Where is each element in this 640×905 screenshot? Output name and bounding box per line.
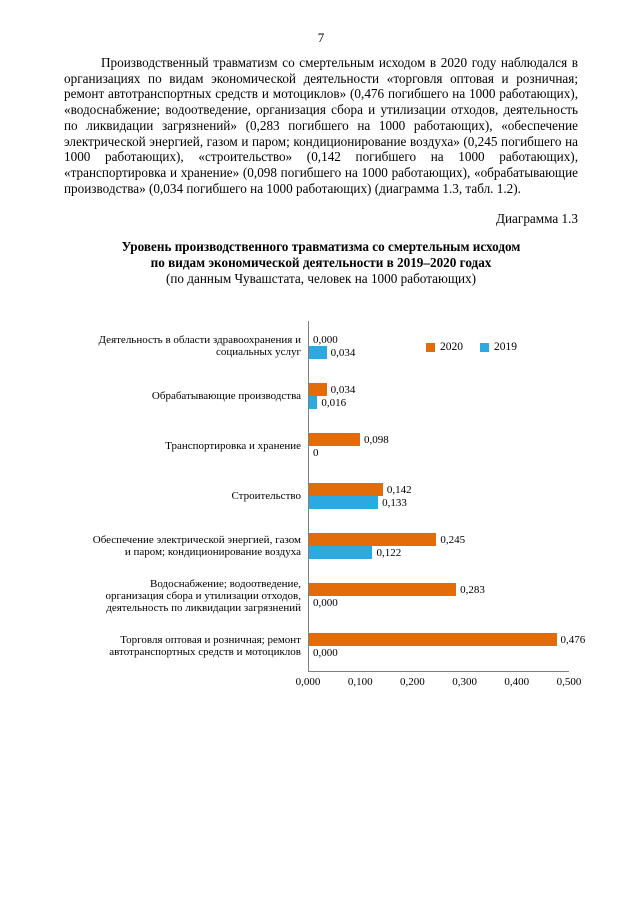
value-label: 0 [313, 446, 319, 459]
category-label: Обеспечение электрической энергией, газо… [92, 534, 301, 559]
legend-swatch-2020 [426, 342, 435, 352]
bar-2020 [309, 583, 457, 597]
bar-line-2019: 0,000 [309, 596, 569, 609]
bar-line-2020: 0,245 [309, 533, 569, 547]
chart-row: 0,000 0,034 [309, 321, 569, 371]
x-tick-label: 0,300 [452, 676, 477, 689]
bar-line-2019: 0,016 [309, 396, 569, 410]
chart-subtitle: (по данным Чувашстата, человек на 1000 р… [165, 271, 477, 287]
chart-row: 0,034 0,016 [309, 371, 569, 421]
x-tick-label: 0,400 [504, 676, 530, 689]
chart-row: 0,283 0,000 [309, 571, 569, 621]
bar-line-2019: 0,122 [309, 546, 569, 560]
legend-label-2019: 2019 [494, 341, 517, 354]
chart-title: Уровень производственного травматизма со… [64, 239, 578, 287]
bar-line-2020: 0,142 [309, 483, 569, 497]
category-labels-column: Деятельность в области здравоохранения и… [92, 321, 308, 672]
bar-line-2020: 0,476 [309, 633, 585, 647]
bar-2020 [309, 483, 383, 497]
bar-2020 [309, 383, 327, 397]
diagram-caption: Диаграмма 1.3 [496, 211, 578, 227]
bar-line-2019: 0,000 [309, 646, 569, 659]
x-axis: 0,000 0,100 0,200 0,300 0,400 0,500 [296, 672, 582, 690]
chart-row: 0,142 0,133 [309, 471, 569, 521]
bar-line-2019: 0 [309, 446, 569, 459]
x-tick-label: 0,500 [556, 676, 582, 689]
category-label: Транспортировка и хранение [165, 440, 301, 453]
value-label: 0,476 [560, 633, 586, 646]
value-label: 0,142 [386, 483, 412, 496]
chart-row: 0,476 0,000 [309, 621, 585, 671]
legend-label-2020: 2020 [440, 341, 463, 354]
category-label: Обрабатывающие производства [151, 390, 301, 403]
legend-swatch-2019 [480, 342, 489, 352]
value-label: 0,283 [460, 583, 485, 596]
category-label: Строительство [231, 490, 301, 503]
value-label: 0,000 [313, 596, 338, 609]
chart-legend: 2020 2019 [426, 341, 517, 353]
value-label: 0,122 [376, 546, 402, 559]
bar-2020 [309, 433, 360, 447]
bar-line-2020: 0,034 [309, 383, 569, 397]
plot-area: 2020 2019 0,000 0,034 0,034 0,016 0,098 0 0,14… [308, 321, 585, 673]
bar-line-2019: 0,133 [309, 496, 569, 510]
value-label: 0,098 [363, 433, 389, 446]
chart-title-line-2: по видам экономической деятельности в 20… [150, 255, 492, 271]
value-label: 0,000 [313, 646, 338, 659]
bar-2020 [309, 533, 437, 547]
category-label: Водоснабжение; водоотведение, организаци… [105, 578, 301, 615]
body-paragraph: Производственный травматизм со смертельн… [64, 55, 578, 196]
bar-2019 [309, 496, 379, 510]
bar-2019 [309, 396, 318, 410]
bar-2020 [309, 633, 557, 647]
chart-title-line-1: Уровень производственного травматизма со… [121, 239, 521, 255]
value-label: 0,245 [440, 533, 466, 546]
bar-line-2020: 0,098 [309, 433, 569, 447]
bar-line-2020: 0,000 [309, 333, 569, 346]
value-label: 0,034 [330, 383, 356, 396]
chart-row: 0,098 0 [309, 421, 569, 471]
category-label: Торговля оптовая и розничная; ремонт авт… [109, 634, 301, 659]
value-label: 0,034 [330, 346, 356, 359]
x-tick-label: 0,200 [400, 676, 425, 689]
x-tick-label: 0,100 [347, 676, 373, 689]
legend-item-2019: 2019 [480, 341, 517, 353]
chart-row: 0,245 0,122 [309, 521, 569, 571]
value-label: 0,133 [382, 496, 407, 509]
category-label: Деятельность в области здравоохранения и… [98, 334, 301, 359]
bar-2019 [309, 546, 373, 560]
value-label: 0,016 [321, 396, 347, 409]
bar-line-2019: 0,034 [309, 346, 569, 360]
bar-2019 [309, 346, 327, 360]
x-tick-label: 0,000 [295, 676, 321, 689]
value-label: 0,000 [313, 333, 338, 346]
bar-chart: Деятельность в области здравоохранения и… [92, 321, 585, 690]
legend-item-2020: 2020 [426, 341, 463, 353]
bar-line-2020: 0,283 [309, 583, 569, 597]
page-number: 7 [317, 30, 325, 45]
